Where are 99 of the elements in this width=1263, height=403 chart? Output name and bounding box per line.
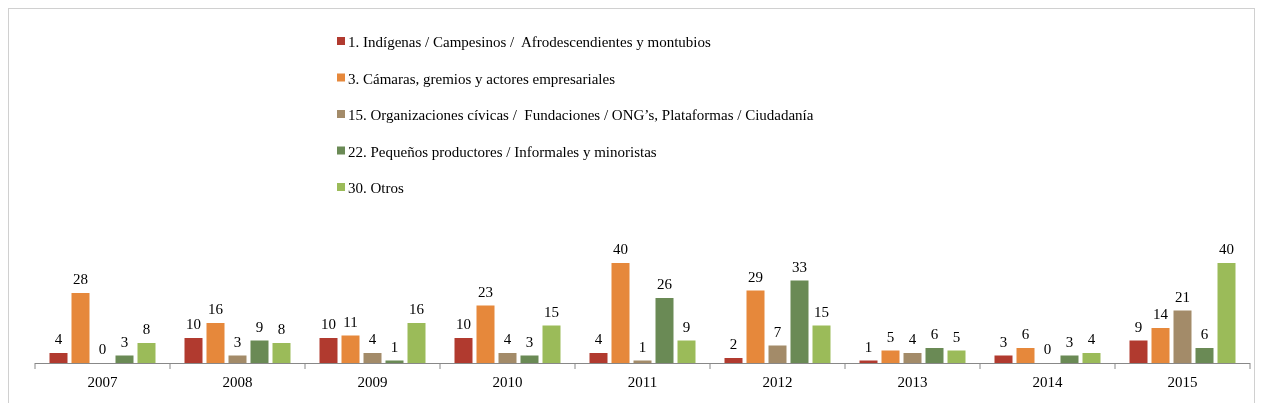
bar xyxy=(1217,263,1236,363)
legend-label: 3. Cámaras, gremios y actores empresariales xyxy=(348,70,616,87)
bar xyxy=(994,355,1013,363)
data-label: 4 xyxy=(368,331,377,347)
data-label: 16 xyxy=(409,301,425,317)
bar xyxy=(1060,355,1079,363)
data-label: 10 xyxy=(321,316,336,332)
data-label: 3 xyxy=(999,333,1008,350)
data-label: 1 xyxy=(390,338,399,355)
legend-label: 22. Pequeños productores / Informales y minoristas xyxy=(348,143,657,160)
bar xyxy=(790,280,809,363)
bar xyxy=(1173,310,1192,363)
x-tick-label: 2015 xyxy=(1167,374,1198,390)
data-label: 1 xyxy=(638,338,647,355)
data-label: 3 xyxy=(1065,333,1074,350)
data-label: 26 xyxy=(657,276,673,292)
bar xyxy=(476,305,495,363)
bar xyxy=(341,335,360,363)
data-label: 6 xyxy=(930,326,939,342)
data-label: 4 xyxy=(503,331,512,347)
data-label: 10 xyxy=(456,316,471,332)
bar xyxy=(184,338,203,363)
bar xyxy=(1082,353,1101,363)
x-tick-label: 2012 xyxy=(762,374,793,390)
bar xyxy=(746,290,765,363)
bar xyxy=(542,325,561,363)
bar xyxy=(454,338,473,363)
bar xyxy=(812,325,831,363)
data-label: 23 xyxy=(478,283,493,300)
x-tick-label: 2014 xyxy=(1032,374,1063,390)
bar xyxy=(589,353,608,363)
bar xyxy=(1016,348,1035,363)
bar xyxy=(655,298,674,363)
bar xyxy=(947,350,966,363)
bar xyxy=(49,353,68,363)
data-label: 15 xyxy=(544,303,559,320)
data-label: 14 xyxy=(1153,306,1169,322)
data-label: 3 xyxy=(120,333,129,350)
data-label: 33 xyxy=(792,258,807,275)
data-label: 6 xyxy=(1021,326,1030,342)
bar xyxy=(363,353,382,363)
bar xyxy=(768,345,787,363)
bar xyxy=(272,343,291,363)
data-label: 29 xyxy=(748,268,763,285)
data-label: 9 xyxy=(682,318,691,335)
data-label: 4 xyxy=(908,331,917,347)
x-tick-label: 2008 xyxy=(222,374,253,390)
data-label: 2 xyxy=(729,336,738,352)
data-label: 40 xyxy=(1219,241,1234,257)
data-label: 16 xyxy=(208,301,224,317)
data-label: 6 xyxy=(1200,326,1209,342)
x-tick-label: 2010 xyxy=(492,374,523,390)
bar xyxy=(1129,340,1148,363)
legend-label: 30. Otros xyxy=(348,180,404,196)
bar xyxy=(137,343,156,363)
bar xyxy=(407,323,426,363)
bar xyxy=(677,340,696,363)
data-label: 11 xyxy=(343,313,358,330)
bar xyxy=(250,340,269,363)
data-label: 15 xyxy=(814,303,829,320)
bar xyxy=(724,358,743,363)
x-tick-label: 2011 xyxy=(627,374,658,390)
data-label: 4 xyxy=(594,331,603,347)
bar xyxy=(1195,348,1214,363)
data-label: 4 xyxy=(1087,331,1096,347)
x-tick-label: 2009 xyxy=(357,374,388,390)
bar xyxy=(520,355,539,363)
data-label: 8 xyxy=(277,321,286,337)
bar xyxy=(206,323,225,363)
data-label: 9 xyxy=(255,318,264,335)
data-label: 3 xyxy=(525,333,534,350)
bar xyxy=(71,293,90,363)
data-label: 5 xyxy=(886,328,895,345)
data-label: 8 xyxy=(142,321,151,337)
legend-label: 15. Organizaciones cívicas / Fundaciones / ONG’s, Plataformas / Ciudadanía xyxy=(348,107,814,123)
bar xyxy=(881,350,900,363)
bar xyxy=(228,355,247,363)
data-label: 5 xyxy=(952,328,961,345)
x-tick-label: 2007 xyxy=(87,374,118,390)
bar xyxy=(319,338,338,363)
legend-label: 1. Indígenas / Campesinos / Afrodescendientes y montubios xyxy=(348,34,712,50)
data-label: 7 xyxy=(773,323,782,340)
data-label: 0 xyxy=(1043,341,1052,357)
bar xyxy=(903,353,922,363)
x-tick-label: 2013 xyxy=(897,374,928,390)
data-label: 4 xyxy=(54,331,63,347)
data-label: 28 xyxy=(73,271,88,287)
bar xyxy=(611,263,630,363)
data-label: 3 xyxy=(233,333,242,350)
data-label: 0 xyxy=(98,341,107,357)
data-label: 10 xyxy=(186,316,201,332)
data-label: 40 xyxy=(613,241,628,257)
bar xyxy=(925,348,944,363)
data-label: 9 xyxy=(1134,318,1143,335)
bar xyxy=(115,355,134,363)
data-label: 1 xyxy=(864,338,873,355)
bar xyxy=(498,353,517,363)
bar xyxy=(1151,328,1170,363)
data-label: 21 xyxy=(1175,288,1190,305)
